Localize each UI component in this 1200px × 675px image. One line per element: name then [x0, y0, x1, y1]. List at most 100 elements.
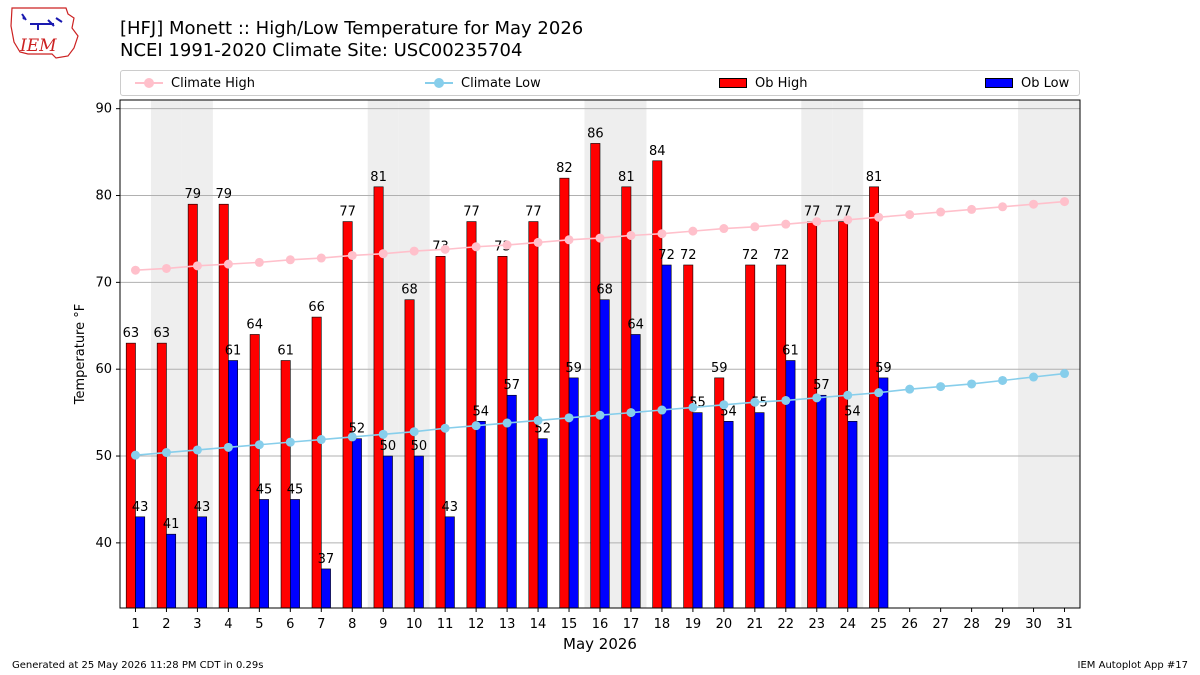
legend-label-climate-high: Climate High — [171, 75, 256, 91]
y-tick-label: 80 — [95, 189, 112, 204]
x-tick-label: 20 — [716, 617, 733, 632]
ob-low-bar — [166, 533, 177, 609]
x-tick-label: 1 — [131, 617, 139, 632]
ob-low-swatch — [985, 78, 1013, 88]
ob-low-label: 43 — [442, 500, 459, 515]
climate-high-line-swatch — [135, 78, 163, 88]
ob-high-label: 66 — [308, 300, 325, 315]
ob-low-bar — [599, 299, 610, 609]
x-tick-label: 25 — [870, 617, 887, 632]
ob-low-label: 45 — [256, 482, 273, 497]
climate-high-point — [471, 242, 481, 252]
x-tick-label: 11 — [437, 617, 454, 632]
weekend-shade — [1018, 100, 1050, 608]
climate-high-point — [285, 255, 295, 265]
x-tick-label: 28 — [963, 617, 980, 632]
ob-low-label: 37 — [318, 552, 335, 567]
climate-high-point — [626, 230, 636, 240]
climate-low-point — [192, 445, 202, 455]
climate-low-point — [130, 450, 140, 460]
ob-high-label: 81 — [866, 170, 883, 185]
svg-text:IEM: IEM — [19, 36, 57, 56]
climate-high-point — [719, 224, 729, 234]
climate-high-point — [347, 250, 357, 260]
ob-low-bar — [816, 394, 827, 609]
ob-high-label: 64 — [246, 317, 263, 332]
ob-low-bar — [413, 455, 424, 609]
chart-legend: Climate High Climate Low Ob High Ob Low — [120, 70, 1080, 96]
climate-high-point — [657, 229, 667, 239]
ob-high-label: 86 — [587, 126, 604, 141]
ob-high-label: 84 — [649, 144, 666, 159]
ob-low-bar — [537, 438, 548, 609]
ob-low-bar — [259, 499, 269, 609]
climate-low-point — [688, 402, 698, 412]
climate-low-point — [812, 393, 822, 403]
ob-low-bar — [878, 377, 889, 609]
x-tick-label: 2 — [162, 617, 170, 632]
climate-high-point — [936, 207, 946, 217]
ob-high-label: 77 — [525, 205, 542, 220]
ob-high-label: 72 — [680, 248, 697, 263]
ob-low-label: 64 — [627, 317, 644, 332]
ob-high-bar — [528, 221, 539, 609]
ob-low-label: 50 — [411, 439, 428, 454]
ob-high-label: 77 — [463, 205, 480, 220]
climate-low-point — [719, 400, 729, 410]
iem-logo: IEM — [10, 7, 79, 59]
climate-low-point — [1029, 372, 1039, 382]
chart-subtitle: NCEI 1991-2020 Climate Site: USC00235704 — [120, 40, 523, 61]
climate-low-point — [564, 413, 574, 423]
ob-high-bar — [869, 186, 880, 609]
climate-low-point — [378, 429, 388, 439]
ob-high-label: 61 — [277, 344, 294, 359]
climate-high-point — [1029, 199, 1039, 209]
app-credit: IEM Autoplot App #17 — [1077, 660, 1188, 671]
legend-item-ob-low: Ob Low — [985, 71, 1069, 95]
legend-label-ob-high: Ob High — [755, 75, 808, 91]
climate-high-point — [781, 219, 791, 229]
x-tick-label: 18 — [654, 617, 671, 632]
ob-high-label: 68 — [401, 283, 418, 298]
ob-high-label: 77 — [804, 205, 821, 220]
ob-low-bar — [723, 420, 734, 609]
generated-timestamp: Generated at 25 May 2026 11:28 PM CDT in… — [12, 660, 264, 671]
ob-high-label: 79 — [215, 187, 232, 202]
ob-high-swatch — [719, 78, 747, 88]
x-tick-label: 13 — [499, 617, 516, 632]
climate-low-point — [502, 418, 512, 428]
climate-low-point — [874, 388, 884, 398]
climate-high-point — [564, 235, 574, 245]
ob-low-bar — [135, 516, 146, 609]
ob-high-label: 63 — [123, 326, 140, 341]
ob-low-label: 43 — [194, 500, 211, 515]
x-tick-label: 21 — [747, 617, 764, 632]
climate-low-point — [1060, 369, 1070, 379]
climate-low-line-swatch — [425, 78, 453, 88]
x-tick-label: 31 — [1056, 617, 1073, 632]
legend-label-climate-low: Climate Low — [461, 75, 541, 91]
x-tick-label: 10 — [406, 617, 423, 632]
climate-high-point — [223, 259, 233, 269]
ob-low-bar — [754, 412, 765, 609]
climate-low-point — [905, 384, 915, 394]
climate-low-point — [223, 442, 233, 452]
y-tick-label: 40 — [95, 536, 112, 551]
ob-high-bar — [156, 342, 167, 609]
ob-low-bar — [382, 455, 393, 609]
ob-low-label: 54 — [473, 404, 490, 419]
climate-high-point — [905, 210, 915, 220]
ob-low-label: 50 — [380, 439, 397, 454]
climate-high-point — [161, 263, 171, 273]
ob-low-bar — [320, 568, 331, 609]
x-tick-label: 14 — [530, 617, 547, 632]
ob-low-bar — [228, 360, 238, 609]
ob-high-bar — [776, 264, 787, 609]
climate-high-point — [316, 253, 326, 263]
ob-high-label: 82 — [556, 161, 573, 176]
ob-high-bar — [342, 221, 353, 609]
climate-high-point — [812, 217, 822, 227]
ob-low-bar — [630, 334, 641, 609]
ob-low-label: 57 — [813, 378, 830, 393]
